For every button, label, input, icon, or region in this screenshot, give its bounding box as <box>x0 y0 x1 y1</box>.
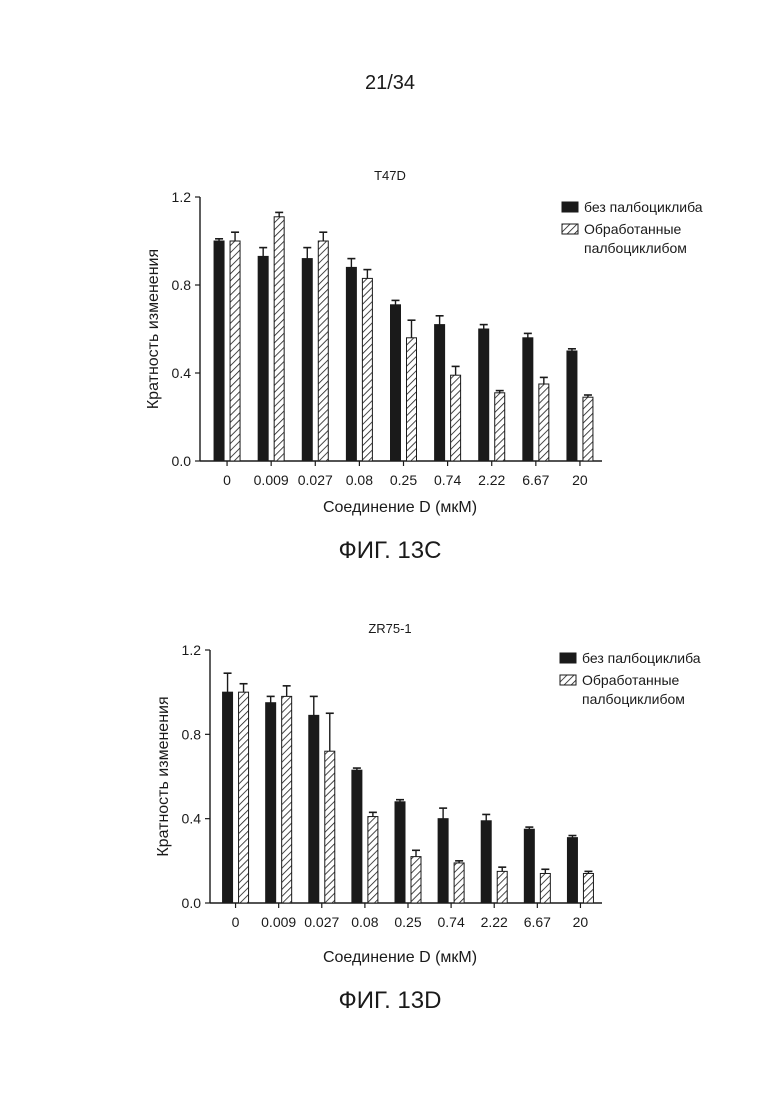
bar-treated <box>274 217 284 461</box>
bar-treated <box>325 751 335 903</box>
bar-treated <box>540 873 550 903</box>
bar-untreated <box>481 821 491 903</box>
legend-label: палбоциклибом <box>582 691 685 707</box>
bar-untreated <box>223 692 233 903</box>
bar-treated <box>497 871 507 903</box>
page-number: 21/34 <box>0 72 780 95</box>
bar-untreated <box>309 715 319 903</box>
x-tick-label: 2.22 <box>478 472 505 488</box>
figure-caption-13c: ФИГ. 13C <box>0 537 780 565</box>
x-tick-label: 2.22 <box>481 914 508 930</box>
x-axis-label: Соединение D (мкМ) <box>323 499 477 516</box>
bar-untreated <box>523 338 533 461</box>
bar-treated <box>451 375 461 461</box>
bar-untreated <box>567 351 577 461</box>
x-tick-label: 0 <box>223 472 231 488</box>
legend-swatch-treated <box>562 224 578 234</box>
chart-title: ZR75-1 <box>368 621 411 636</box>
legend-swatch-treated <box>560 675 576 685</box>
bar-untreated <box>258 256 268 461</box>
bar-untreated <box>391 305 401 461</box>
x-tick-label: 0.74 <box>437 914 464 930</box>
y-tick-label: 1.2 <box>182 642 202 658</box>
x-tick-label: 20 <box>573 914 589 930</box>
y-tick-label: 0.0 <box>182 895 202 911</box>
x-tick-label: 0.74 <box>434 472 461 488</box>
y-axis-label: Кратность изменения <box>145 249 162 409</box>
x-tick-label: 0.027 <box>304 914 339 930</box>
legend-label: без палбоциклиба <box>582 650 701 666</box>
y-tick-label: 0.8 <box>172 277 192 293</box>
x-tick-label: 0 <box>232 914 240 930</box>
x-tick-label: 20 <box>572 472 588 488</box>
legend-swatch-untreated <box>560 653 576 663</box>
legend: без палбоциклиба Обработанные палбоциклибо… <box>562 199 703 256</box>
figure-caption-13d: ФИГ. 13D <box>0 987 780 1015</box>
bar-untreated <box>266 703 276 903</box>
bar-treated <box>539 384 549 461</box>
bar-untreated <box>524 829 534 903</box>
x-tick-label: 0.08 <box>351 914 378 930</box>
bar-untreated <box>479 329 489 461</box>
bar-treated <box>583 873 593 903</box>
legend-label: Обработанные <box>582 672 680 688</box>
bar-treated <box>230 241 240 461</box>
x-tick-label: 6.67 <box>524 914 551 930</box>
bar-untreated <box>435 325 445 461</box>
x-axis-label: Соединение D (мкМ) <box>323 949 477 966</box>
chart-zr75-1: ZR75-1 0.0 0.4 0.8 1.2 0 0.009 0.027 0.08 0.25 0.7… <box>0 605 780 965</box>
x-tick-label: 6.67 <box>522 472 549 488</box>
x-tick-label: 0.25 <box>394 914 421 930</box>
chart-t47d: T47D 0.0 0.4 0.8 1.2 0 0.009 0.027 0.08 0.25 0.74 2… <box>0 150 780 510</box>
x-tick-label: 0.25 <box>390 472 417 488</box>
y-tick-label: 0.8 <box>182 726 202 742</box>
bar-untreated <box>346 267 356 461</box>
y-tick-label: 0.0 <box>172 453 192 469</box>
bar-untreated <box>352 770 362 903</box>
x-tick-label: 0.08 <box>346 472 373 488</box>
bar-treated <box>454 863 464 903</box>
legend-label: Обработанные <box>584 221 682 237</box>
legend-label: палбоциклибом <box>584 240 687 256</box>
bar-treated <box>583 397 593 461</box>
bar-treated <box>495 393 505 461</box>
legend-label: без палбоциклиба <box>584 199 703 215</box>
y-tick-label: 1.2 <box>172 189 192 205</box>
bar-treated <box>411 857 421 903</box>
bar-untreated <box>302 259 312 461</box>
bar-untreated <box>214 241 224 461</box>
chart-title: T47D <box>374 168 406 183</box>
x-tick-label: 0.009 <box>254 472 289 488</box>
y-tick-label: 0.4 <box>182 811 202 827</box>
bar-treated <box>318 241 328 461</box>
bar-treated <box>407 338 417 461</box>
bar-treated <box>362 278 372 461</box>
bar-untreated <box>438 819 448 903</box>
bar-untreated <box>567 838 577 903</box>
bar-treated <box>239 692 249 903</box>
bar-treated <box>368 817 378 903</box>
bar-untreated <box>395 802 405 903</box>
y-axis-label: Кратность изменения <box>155 696 172 856</box>
bar-treated <box>282 696 292 903</box>
y-tick-label: 0.4 <box>172 365 192 381</box>
x-tick-label: 0.027 <box>298 472 333 488</box>
legend-swatch-untreated <box>562 202 578 212</box>
legend: без палбоциклиба Обработанные палбоциклибо… <box>560 650 701 707</box>
x-tick-label: 0.009 <box>261 914 296 930</box>
